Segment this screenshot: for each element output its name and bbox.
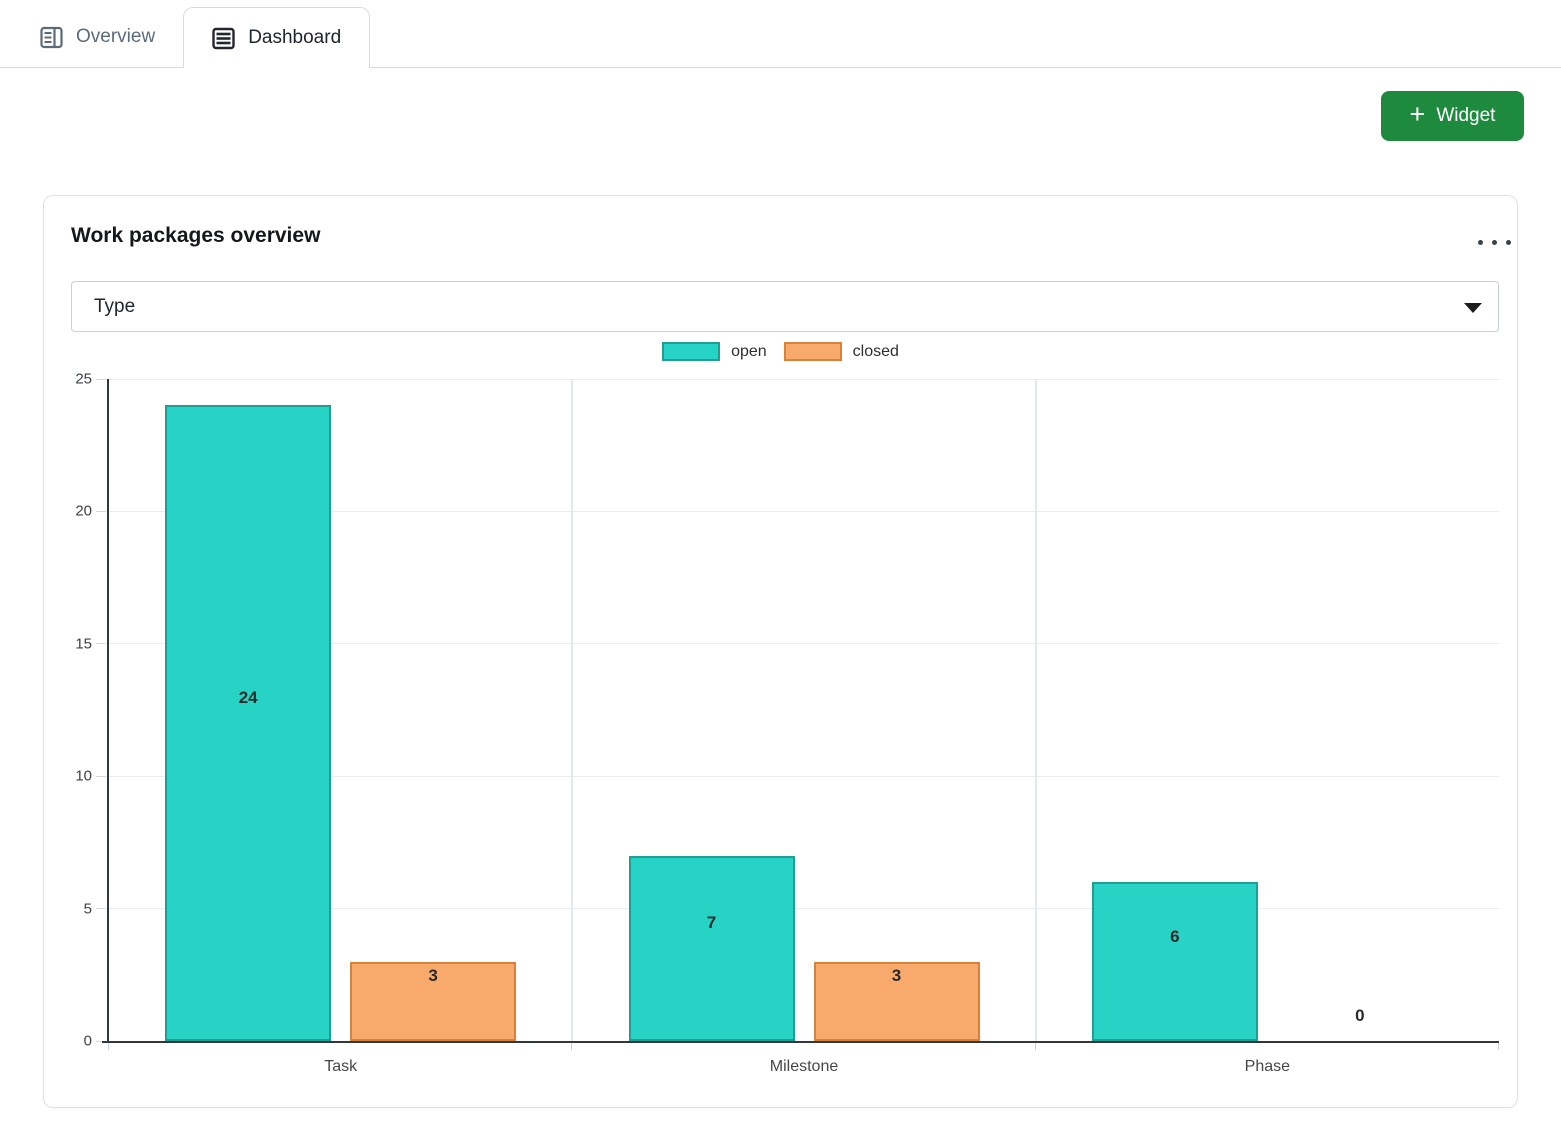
legend-label-closed: closed	[852, 342, 899, 360]
ellipsis-dot	[1491, 239, 1497, 245]
x-axis-label-milestone: Milestone	[769, 1058, 839, 1075]
tab-dashboard[interactable]: Dashboard	[183, 7, 371, 68]
bar-open-phase[interactable]	[1091, 882, 1258, 1041]
x-axis-label-task: Task	[324, 1058, 358, 1075]
bar-value-closed-milestone: 3	[891, 966, 902, 986]
y-axis-tick-5: 5	[83, 900, 92, 918]
legend-item-open[interactable]: open	[662, 342, 767, 361]
gridline-y-20	[109, 510, 1499, 512]
x-axis-tickmark	[108, 1043, 109, 1050]
x-axis-tickmark	[1498, 1043, 1499, 1050]
x-axis-line	[102, 1041, 1499, 1043]
widget-menu-button[interactable]	[1472, 230, 1516, 254]
x-axis-tickmark	[1034, 1043, 1036, 1050]
y-axis-tickmark	[96, 908, 106, 910]
y-axis-tick-15: 15	[75, 635, 92, 653]
bar-value-closed-phase: 0	[1355, 1006, 1365, 1025]
legend-swatch-open	[662, 342, 721, 361]
widget-title: Work packages overview	[71, 224, 321, 247]
gridline-y-25	[109, 378, 1499, 380]
gridline-y-10	[109, 775, 1499, 777]
bar-chart: 0 5 10 15 20 25 24 3 Task 7 3 Milestone 6 0 Phase	[44, 196, 1519, 1109]
y-axis-tickmark	[96, 510, 106, 512]
plus-icon: +	[1409, 99, 1426, 129]
gridline-x-2	[1034, 379, 1037, 1041]
y-axis-tick-0: 0	[83, 1032, 92, 1050]
tab-overview[interactable]: Overview	[12, 7, 183, 67]
bar-open-task[interactable]	[165, 405, 332, 1041]
tab-bar: Overview Dashboard	[0, 0, 1561, 68]
tab-dashboard-label: Dashboard	[248, 27, 342, 48]
work-packages-widget: Work packages overview Type open closed 0…	[43, 195, 1518, 1108]
bar-value-closed-task: 3	[428, 966, 438, 986]
y-axis-tickmark	[96, 1040, 106, 1042]
bar-open-milestone[interactable]	[628, 855, 795, 1041]
ellipsis-dot	[1477, 239, 1483, 245]
gridline-y-5	[109, 908, 1499, 910]
add-widget-button[interactable]: + Widget	[1381, 91, 1524, 141]
legend-label-open: open	[731, 342, 767, 360]
x-axis-label-phase: Phase	[1244, 1058, 1291, 1075]
legend-item-closed[interactable]: closed	[783, 342, 899, 361]
bar-closed-task[interactable]	[350, 961, 517, 1041]
y-axis-tickmark	[96, 643, 106, 645]
y-axis-tickmark	[96, 775, 106, 777]
y-axis-tickmark	[96, 378, 106, 380]
gridline-y-15	[109, 643, 1499, 645]
ellipsis-dot	[1505, 239, 1511, 245]
groupby-select[interactable]: Type	[71, 281, 1499, 332]
chevron-down-icon	[1464, 303, 1482, 313]
overview-icon	[40, 26, 63, 48]
gridline-x-1	[571, 379, 574, 1041]
tab-overview-label: Overview	[76, 26, 156, 47]
y-axis-tick-20: 20	[75, 502, 92, 520]
bar-value-open-task: 24	[238, 688, 258, 708]
chart-legend: open closed	[44, 342, 1517, 361]
groupby-value: Type	[94, 295, 136, 317]
legend-swatch-closed	[783, 342, 842, 361]
dashboard-icon	[212, 27, 235, 49]
bar-closed-milestone[interactable]	[813, 961, 980, 1041]
y-axis-tick-25: 25	[75, 370, 92, 388]
y-axis-tick-10: 10	[75, 767, 92, 785]
bar-value-open-milestone: 7	[706, 913, 717, 933]
x-axis-tickmark	[571, 1043, 573, 1050]
y-axis-line	[107, 379, 109, 1043]
add-widget-label: Widget	[1436, 105, 1496, 126]
bar-value-open-phase: 6	[1170, 926, 1180, 946]
